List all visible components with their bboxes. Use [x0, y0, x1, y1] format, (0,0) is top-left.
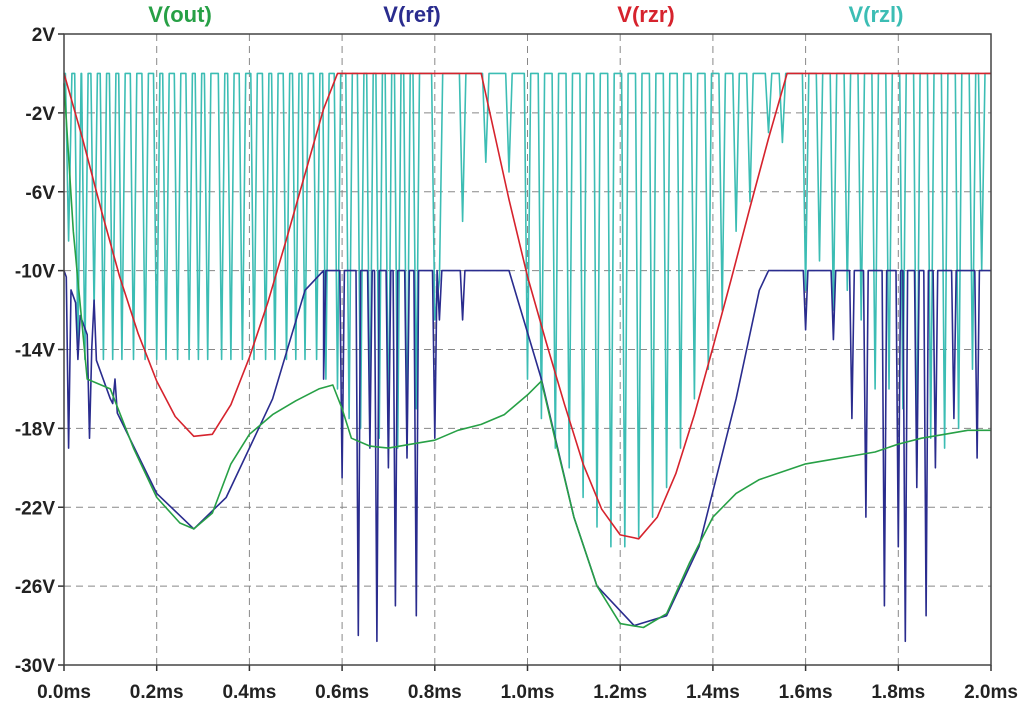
- x-tick-label: 0.0ms: [37, 682, 91, 703]
- y-tick-label: -2V: [25, 104, 55, 125]
- x-tick-label: 1.8ms: [871, 682, 925, 703]
- y-tick-label: -6V: [25, 183, 55, 204]
- y-tick-label: -26V: [15, 577, 55, 598]
- x-tick-label: 0.2ms: [130, 682, 184, 703]
- y-tick-label: -14V: [15, 341, 55, 362]
- x-tick-label: 2.0ms: [964, 682, 1018, 703]
- tick-labels: 0.0ms 0.2ms 0.4ms 0.6ms 0.8ms 1.0ms 1.2ms 1.4ms…: [15, 25, 1018, 703]
- x-tick-label: 0.8ms: [408, 682, 462, 703]
- x-tick-label: 1.2ms: [593, 682, 647, 703]
- series-line-v-rzr: [63, 72, 991, 540]
- series-line-v-out: [63, 83, 991, 629]
- x-tick-label: 1.0ms: [501, 682, 555, 703]
- x-tick-label: 0.6ms: [315, 682, 369, 703]
- axes: [58, 33, 992, 671]
- y-tick-label: -30V: [15, 656, 55, 677]
- x-tick-label: 0.4ms: [222, 682, 276, 703]
- y-tick-label: -10V: [15, 262, 55, 283]
- legend-v-ref: V(ref): [383, 2, 441, 27]
- plot-frame: [63, 33, 992, 666]
- y-tick-label: -22V: [15, 498, 55, 519]
- y-tick-label: -18V: [15, 419, 55, 440]
- legend-v-out: V(out): [148, 2, 212, 27]
- x-tick-label: 1.6ms: [779, 682, 833, 703]
- x-tick-label: 1.4ms: [686, 682, 740, 703]
- series-group: [63, 72, 991, 643]
- y-tick-label: 2V: [32, 25, 56, 46]
- legend-v-rzr: V(rzr): [617, 2, 675, 27]
- legend-v-rzl: V(rzl): [848, 2, 904, 27]
